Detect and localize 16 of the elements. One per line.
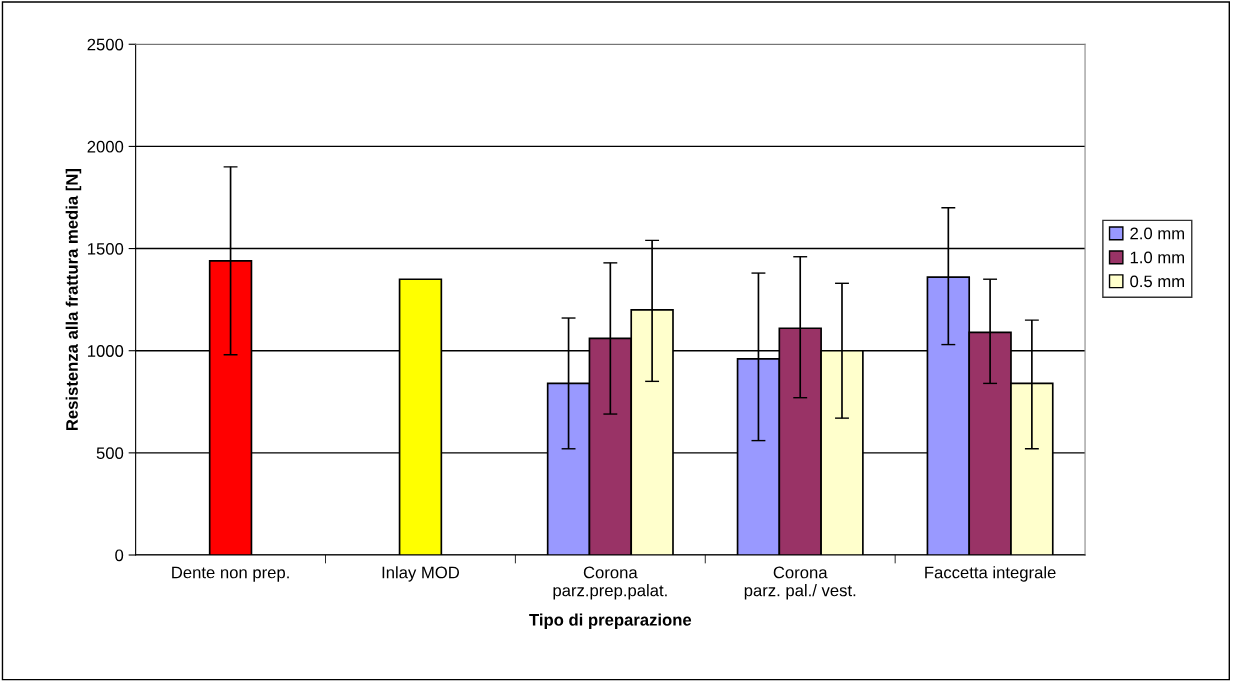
y-tick-label: 2500 [87,38,124,51]
legend-label: 1.0 mm [1130,251,1184,264]
y-axis-title: Resistenza alla frattura media [N] [65,169,82,431]
y-tick-label: 2000 [87,140,124,153]
y-tick-label: 0 [115,549,124,562]
legend-label: 0.5 mm [1130,275,1184,288]
x-tick-label: Corona parz.prep.palat. [553,566,667,600]
x-tick-label: Inlay MOD [382,566,460,582]
x-axis-title: Tipo di preparazione [529,613,692,630]
x-tick-label: Faccetta integrale [925,566,1056,582]
legend-label: 2.0 mm [1130,227,1184,240]
y-tick-label: 1500 [88,242,124,255]
y-tick-label: 1000 [88,345,124,357]
x-tick-label: Corona parz. pal./ vest. [744,566,856,600]
y-tick-label: 500 [96,447,124,460]
x-tick-label: Dente non prep. [172,566,289,582]
